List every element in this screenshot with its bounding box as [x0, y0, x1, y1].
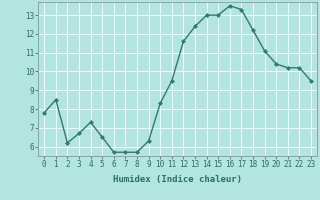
X-axis label: Humidex (Indice chaleur): Humidex (Indice chaleur): [113, 175, 242, 184]
